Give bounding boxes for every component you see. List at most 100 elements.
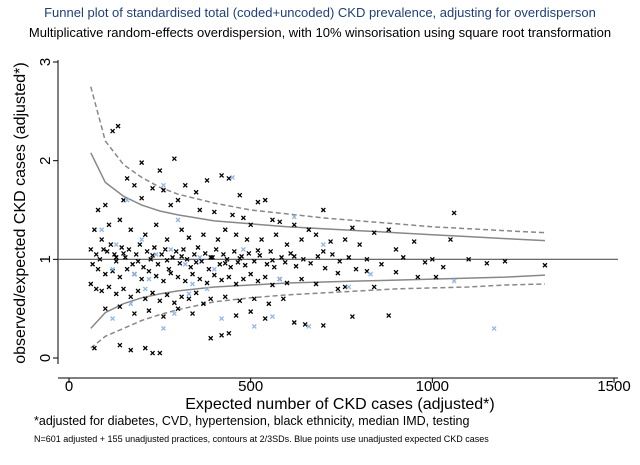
unadjusted-point: [197, 254, 203, 260]
y-tick-label: 3: [37, 58, 54, 66]
adjusted-point: [422, 259, 428, 265]
adjusted-point: [219, 173, 225, 178]
adjusted-point: [284, 280, 290, 286]
unadjusted-point: [139, 237, 145, 243]
adjusted-point: [200, 301, 206, 307]
adjusted-point: [291, 222, 297, 228]
adjusted-point: [175, 306, 181, 312]
adjusted-point: [182, 278, 188, 284]
adjusted-point: [226, 175, 232, 181]
adjusted-point: [139, 276, 145, 282]
adjusted-point: [130, 261, 136, 267]
adjusted-point: [320, 322, 326, 328]
adjusted-point: [251, 258, 257, 264]
unadjusted-point: [368, 271, 374, 277]
adjusted-point: [228, 264, 234, 270]
adjusted-point: [99, 237, 105, 243]
adjusted-point: [122, 254, 128, 260]
adjusted-point: [111, 251, 117, 257]
adjusted-point: [451, 210, 457, 216]
x-tick-label: 1000: [416, 378, 449, 395]
adjusted-point: [144, 248, 150, 254]
adjusted-point: [133, 251, 139, 257]
unadjusted-point: [171, 311, 177, 317]
adjusted-point: [115, 123, 121, 129]
adjusted-point: [322, 265, 328, 271]
plot-frame: [57, 60, 618, 379]
unadjusted-point: [168, 247, 174, 252]
unadjusted-point: [110, 316, 116, 321]
unadjusted-point: [190, 281, 195, 287]
unadjusted-point: [186, 291, 192, 297]
adjusted-point: [146, 268, 152, 274]
adjusted-point: [175, 274, 181, 280]
adjusted-point: [248, 271, 254, 277]
adjusted-point: [113, 254, 119, 260]
adjusted-point: [211, 272, 217, 278]
adjusted-point: [113, 291, 119, 297]
adjusted-point: [308, 260, 314, 266]
unadjusted-point: [291, 214, 297, 220]
unadjusted-point: [153, 251, 159, 257]
adjusted-point: [153, 273, 159, 279]
adjusted-point: [237, 298, 243, 304]
adjusted-point: [135, 288, 141, 294]
adjusted-point: [128, 294, 134, 300]
adjusted-point: [328, 239, 334, 245]
adjusted-point: [179, 294, 185, 300]
adjusted-point: [155, 261, 161, 267]
adjusted-point: [466, 256, 472, 262]
adjusted-point: [117, 304, 123, 310]
adjusted-point: [131, 182, 137, 188]
unadjusted-point: [99, 227, 105, 233]
adjusted-point: [315, 253, 321, 259]
adjusted-point: [108, 242, 114, 247]
adjusted-point: [284, 242, 290, 247]
chart-subtitle: Multiplicative random-effects overdisper…: [28, 25, 612, 40]
adjusted-point: [208, 254, 214, 260]
adjusted-point: [164, 257, 170, 263]
adjusted-point: [131, 311, 137, 317]
adjusted-point: [121, 197, 126, 203]
adjusted-point: [137, 242, 143, 247]
adjusted-point: [142, 345, 148, 351]
adjusted-point: [349, 225, 355, 231]
adjusted-point: [233, 313, 239, 319]
adjusted-point: [142, 296, 148, 302]
adjusted-point: [244, 237, 250, 243]
adjusted-point: [121, 286, 126, 292]
adjusted-point: [393, 269, 399, 275]
adjusted-point: [162, 247, 168, 252]
adjusted-point: [222, 227, 228, 233]
adjusted-point: [248, 309, 254, 315]
adjusted-point: [255, 278, 261, 284]
adjusted-point: [219, 332, 225, 338]
adjusted-point: [171, 300, 177, 306]
adjusted-point: [299, 237, 304, 243]
adjusted-point: [186, 235, 192, 241]
adjusted-point: [226, 330, 232, 336]
adjusted-point: [411, 239, 417, 245]
adjusted-point: [266, 301, 272, 307]
adjusted-point: [353, 266, 359, 272]
unadjusted-point: [277, 276, 283, 282]
y-tick-label: 2: [37, 156, 54, 164]
adjusted-point: [199, 258, 205, 264]
adjusted-point: [168, 202, 174, 208]
adjusted-point: [240, 215, 246, 221]
adjusted-point: [204, 177, 210, 183]
adjusted-point: [186, 296, 192, 302]
adjusted-point: [335, 270, 341, 276]
contour-lines: [58, 86, 618, 349]
adjusted-point: [233, 281, 239, 287]
adjusted-point: [166, 266, 172, 272]
adjusted-point: [150, 350, 156, 356]
adjusted-point: [195, 245, 201, 250]
adjusted-point: [208, 296, 214, 302]
adjusted-point: [159, 251, 165, 257]
adjusted-point: [150, 290, 156, 296]
x-axis-label: Expected number of CKD cases (adjusted*): [185, 396, 494, 413]
adjusted-point: [184, 256, 190, 262]
adjusted-point: [259, 237, 265, 243]
